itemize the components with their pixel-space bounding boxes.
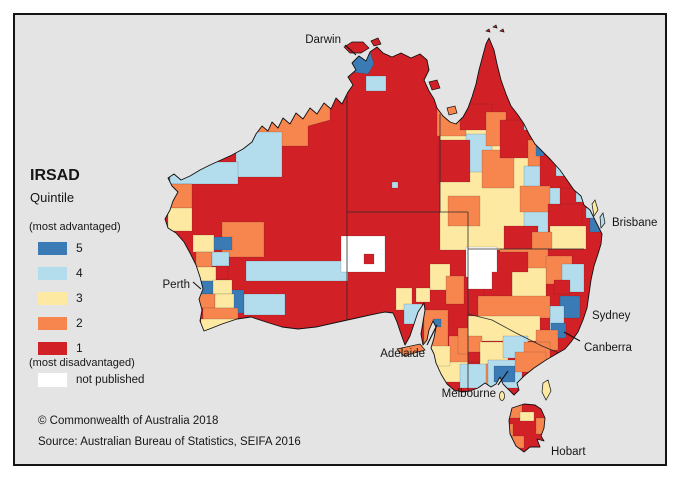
map-region [445, 275, 465, 305]
map-region [437, 139, 471, 183]
map-region [363, 253, 375, 265]
map-region [212, 279, 233, 295]
not-published-swatch [38, 373, 67, 387]
city-label: Brisbane [612, 217, 657, 229]
island-region [591, 199, 599, 217]
map-region [493, 365, 516, 383]
map-region [365, 75, 387, 92]
legend-most-disadvantaged-note: (most disadvantaged) [29, 357, 135, 369]
quintile-4-swatch [38, 266, 67, 280]
city-label: Melbourne [442, 388, 496, 400]
map-region [167, 207, 193, 232]
quintile-5-swatch [38, 241, 67, 255]
legend-item-quintile-2: 2 [38, 316, 83, 330]
city-label: Sydney [592, 310, 631, 322]
city-label: Perth [163, 279, 191, 291]
map-region [340, 235, 386, 273]
island-region [428, 79, 441, 91]
map-region [477, 295, 551, 319]
map-region [519, 185, 551, 213]
city-label: Canberra [584, 342, 633, 354]
city-leader-line [192, 281, 202, 290]
map-region [465, 246, 498, 290]
map-region [415, 287, 431, 303]
island-region [492, 24, 498, 29]
map-region [391, 181, 399, 189]
legend-item-quintile-4: 4 [38, 266, 83, 280]
map-region [215, 265, 229, 280]
legend-title: IRSAD [30, 167, 80, 184]
map-region [467, 351, 481, 363]
map-regions [165, 51, 601, 449]
island-region [485, 28, 491, 33]
not-published-label: not published [76, 374, 145, 386]
map-region [511, 267, 547, 301]
map-region [243, 293, 286, 316]
attribution: © Commonwealth of Australia 2018 Source:… [38, 411, 301, 453]
quintile-4-label: 4 [76, 266, 83, 280]
source-text: Source: Australian Bureau of Statistics,… [38, 436, 301, 448]
city-label: Adelaide [380, 348, 425, 360]
state-borders [346, 96, 584, 390]
mainland-coastline [164, 37, 603, 396]
island-region [599, 212, 606, 229]
quintile-3-swatch [38, 291, 67, 305]
map-region [447, 195, 481, 227]
island-region [370, 37, 382, 47]
quintile-1-label: 1 [76, 341, 83, 355]
quintile-5-label: 5 [76, 241, 83, 255]
legend-item-quintile-1: 1 [38, 341, 83, 355]
city-label: Darwin [305, 34, 341, 46]
quintile-1-swatch [38, 341, 67, 355]
map-region [195, 251, 213, 268]
island-region [396, 343, 426, 357]
legend-item-quintile-5: 5 [38, 241, 83, 255]
island-region [541, 379, 552, 401]
island-region [446, 105, 458, 116]
map-region [553, 279, 571, 295]
map-region [214, 293, 235, 309]
city-leader-line [563, 331, 581, 342]
legend-item-not-published: not published [38, 373, 144, 387]
legend-most-advantaged-note: (most advantaged) [29, 221, 121, 233]
city-leader-line [426, 324, 438, 346]
map-region [211, 251, 230, 267]
map-region [245, 260, 349, 282]
quintile-3-label: 3 [76, 291, 83, 305]
city-labels: Darwin Brisbane Perth Sydney Canberra Adelaid… [163, 34, 658, 458]
australia-map [164, 24, 606, 453]
quintile-2-label: 2 [76, 316, 83, 330]
map-region [519, 411, 535, 422]
city-leader-line [497, 370, 509, 386]
island-region [499, 28, 505, 33]
quintile-2-swatch [38, 316, 67, 330]
copyright-text: © Commonwealth of Australia 2018 [38, 415, 219, 427]
island-region [499, 391, 505, 401]
city-leader-line [344, 44, 357, 56]
state-border [467, 313, 560, 354]
map-region [531, 231, 553, 250]
legend-subtitle: Quintile [30, 190, 75, 205]
map-region [457, 327, 469, 355]
city-label: Hobart [551, 446, 586, 458]
tasmania-coastline [508, 403, 546, 453]
map-region [549, 225, 587, 250]
map-region [192, 234, 215, 253]
map-region [213, 236, 233, 251]
legend-item-quintile-3: 3 [38, 291, 83, 305]
